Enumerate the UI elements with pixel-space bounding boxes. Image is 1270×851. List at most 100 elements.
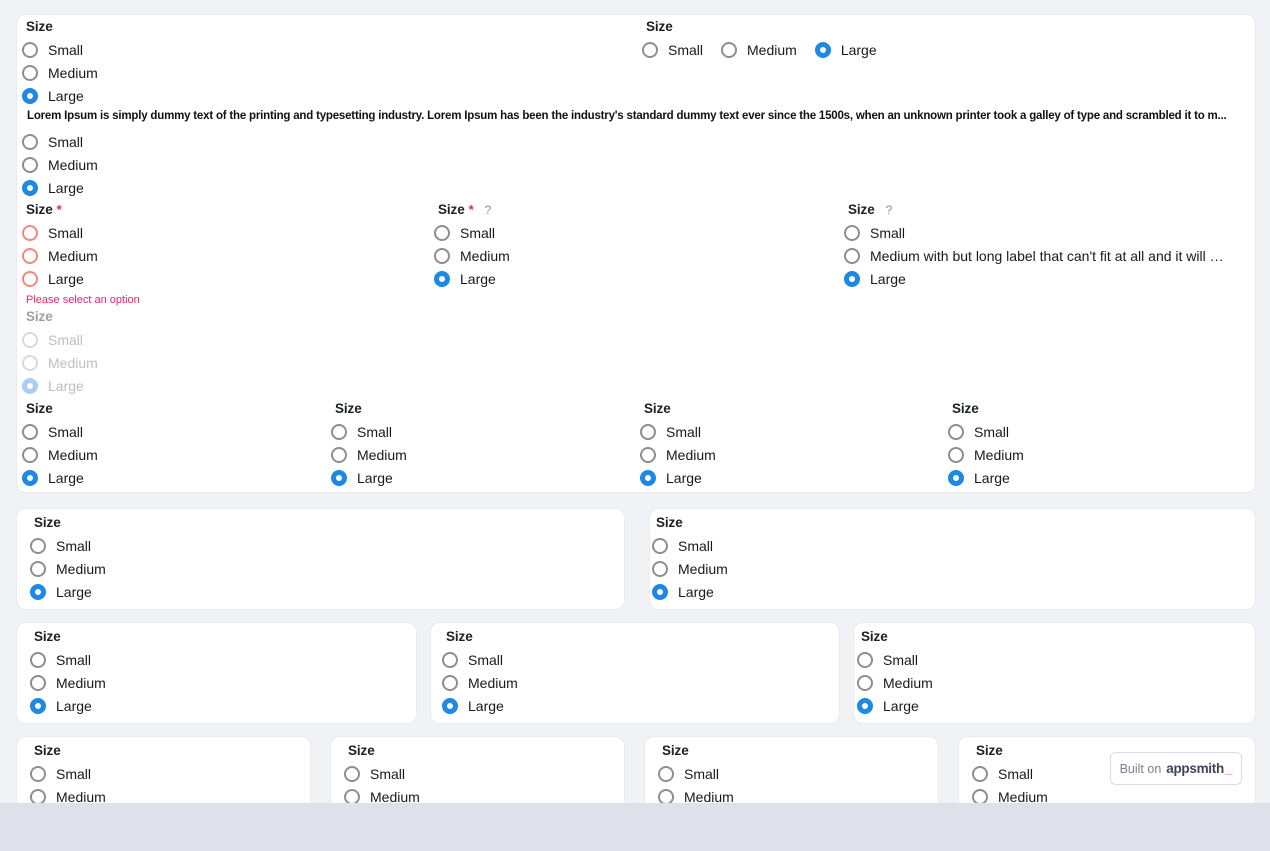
- radio-selected-icon[interactable]: [857, 698, 873, 714]
- radio-option-large[interactable]: Large: [331, 470, 407, 486]
- radio-selected-icon[interactable]: [652, 584, 668, 600]
- radio-option-medium[interactable]: Medium: [721, 42, 797, 58]
- radio-unselected-icon[interactable]: [22, 157, 38, 173]
- radio-selected-icon[interactable]: [22, 470, 38, 486]
- radio-unselected-error-icon[interactable]: [22, 248, 38, 264]
- radio-option-medium-long[interactable]: Medium with but long label that can't fi…: [844, 248, 1224, 264]
- radio-selected-icon[interactable]: [331, 470, 347, 486]
- radio-unselected-icon[interactable]: [22, 424, 38, 440]
- radio-option-small[interactable]: Small: [22, 225, 140, 241]
- radio-selected-icon[interactable]: [30, 584, 46, 600]
- radio-option-small[interactable]: Small: [30, 766, 106, 782]
- radio-option-large[interactable]: Large: [22, 470, 98, 486]
- radio-unselected-icon[interactable]: [22, 447, 38, 463]
- radio-option-medium[interactable]: Medium: [948, 447, 1024, 463]
- radio-option-large[interactable]: Large: [22, 88, 98, 104]
- radio-option-large[interactable]: Large: [640, 470, 716, 486]
- radio-unselected-icon[interactable]: [640, 424, 656, 440]
- radio-option-small[interactable]: Small: [22, 42, 98, 58]
- radio-unselected-icon[interactable]: [642, 42, 658, 58]
- radio-option-small[interactable]: Small: [948, 424, 1024, 440]
- radio-unselected-icon[interactable]: [30, 561, 46, 577]
- radio-option-large[interactable]: Large: [857, 698, 933, 714]
- radio-option-small[interactable]: Small: [857, 652, 933, 668]
- radio-selected-icon[interactable]: [844, 271, 860, 287]
- radio-option-small[interactable]: Small: [442, 652, 518, 668]
- radio-unselected-icon[interactable]: [22, 42, 38, 58]
- radio-option-small[interactable]: Small: [331, 424, 407, 440]
- radio-option-small[interactable]: Small: [652, 538, 728, 554]
- radio-unselected-icon[interactable]: [442, 652, 458, 668]
- radio-option-medium[interactable]: Medium: [22, 248, 140, 264]
- radio-unselected-icon[interactable]: [652, 561, 668, 577]
- radio-option-medium[interactable]: Medium: [30, 675, 106, 691]
- radio-selected-icon[interactable]: [948, 470, 964, 486]
- radio-option-large[interactable]: Large: [948, 470, 1024, 486]
- radio-unselected-icon[interactable]: [652, 538, 668, 554]
- radio-unselected-icon[interactable]: [30, 538, 46, 554]
- radio-option-small[interactable]: Small: [640, 424, 716, 440]
- radio-unselected-icon[interactable]: [30, 652, 46, 668]
- radio-option-large[interactable]: Large: [652, 584, 728, 600]
- radio-unselected-icon[interactable]: [344, 766, 360, 782]
- radio-option-small[interactable]: Small: [642, 42, 703, 58]
- radio-option-large[interactable]: Large: [442, 698, 518, 714]
- radio-selected-icon[interactable]: [442, 698, 458, 714]
- radio-option-medium[interactable]: Medium: [22, 65, 98, 81]
- radio-option-small[interactable]: Small: [658, 766, 734, 782]
- radio-option-medium[interactable]: Medium: [434, 248, 510, 264]
- radio-option-small[interactable]: Small: [30, 652, 106, 668]
- radio-option-large[interactable]: Large: [22, 180, 98, 196]
- radio-unselected-icon[interactable]: [857, 652, 873, 668]
- radio-option-large[interactable]: Large: [22, 271, 140, 287]
- radio-unselected-icon[interactable]: [948, 447, 964, 463]
- radio-option-medium[interactable]: Medium: [22, 447, 98, 463]
- radio-selected-icon[interactable]: [22, 88, 38, 104]
- radio-option-small[interactable]: Small: [434, 225, 510, 241]
- radio-option-small[interactable]: Small: [844, 225, 1224, 241]
- radio-selected-icon[interactable]: [640, 470, 656, 486]
- radio-unselected-icon[interactable]: [434, 248, 450, 264]
- radio-unselected-icon[interactable]: [434, 225, 450, 241]
- radio-option-small[interactable]: Small: [22, 424, 98, 440]
- radio-unselected-icon[interactable]: [30, 766, 46, 782]
- radio-option-small[interactable]: Small: [344, 766, 420, 782]
- radio-option-small[interactable]: Small: [972, 766, 1048, 782]
- radio-option-medium[interactable]: Medium: [344, 789, 420, 805]
- radio-option-medium[interactable]: Medium: [857, 675, 933, 691]
- radio-unselected-icon[interactable]: [857, 675, 873, 691]
- radio-unselected-icon[interactable]: [658, 766, 674, 782]
- built-on-appsmith-badge[interactable]: Built on appsmith _: [1110, 752, 1242, 785]
- radio-unselected-error-icon[interactable]: [22, 225, 38, 241]
- radio-option-large[interactable]: Large: [814, 42, 877, 58]
- radio-option-large[interactable]: Large: [30, 698, 106, 714]
- radio-unselected-icon[interactable]: [948, 424, 964, 440]
- radio-option-large[interactable]: Large: [30, 584, 106, 600]
- radio-option-small[interactable]: Small: [22, 134, 98, 150]
- radio-unselected-icon[interactable]: [721, 42, 738, 58]
- radio-unselected-icon[interactable]: [844, 248, 860, 264]
- radio-unselected-icon[interactable]: [30, 675, 46, 691]
- radio-unselected-icon[interactable]: [640, 447, 656, 463]
- radio-selected-icon[interactable]: [30, 698, 46, 714]
- radio-option-medium[interactable]: Medium: [658, 789, 734, 805]
- radio-option-medium[interactable]: Medium: [442, 675, 518, 691]
- help-tooltip-icon[interactable]: ?: [885, 203, 893, 217]
- radio-option-medium[interactable]: Medium: [22, 157, 98, 173]
- radio-option-large[interactable]: Large: [434, 271, 510, 287]
- radio-unselected-icon[interactable]: [331, 424, 347, 440]
- radio-option-medium[interactable]: Medium: [652, 561, 728, 577]
- radio-unselected-icon[interactable]: [442, 675, 458, 691]
- radio-option-small[interactable]: Small: [30, 538, 106, 554]
- radio-unselected-icon[interactable]: [972, 766, 988, 782]
- radio-option-medium[interactable]: Medium: [30, 561, 106, 577]
- radio-option-medium[interactable]: Medium: [640, 447, 716, 463]
- radio-selected-icon[interactable]: [22, 180, 38, 196]
- radio-unselected-icon[interactable]: [22, 65, 38, 81]
- radio-unselected-icon[interactable]: [844, 225, 860, 241]
- radio-unselected-icon[interactable]: [22, 134, 38, 150]
- radio-option-medium[interactable]: Medium: [331, 447, 407, 463]
- help-tooltip-icon[interactable]: ?: [484, 203, 492, 217]
- radio-option-large[interactable]: Large: [844, 271, 1224, 287]
- radio-selected-icon[interactable]: [814, 42, 831, 58]
